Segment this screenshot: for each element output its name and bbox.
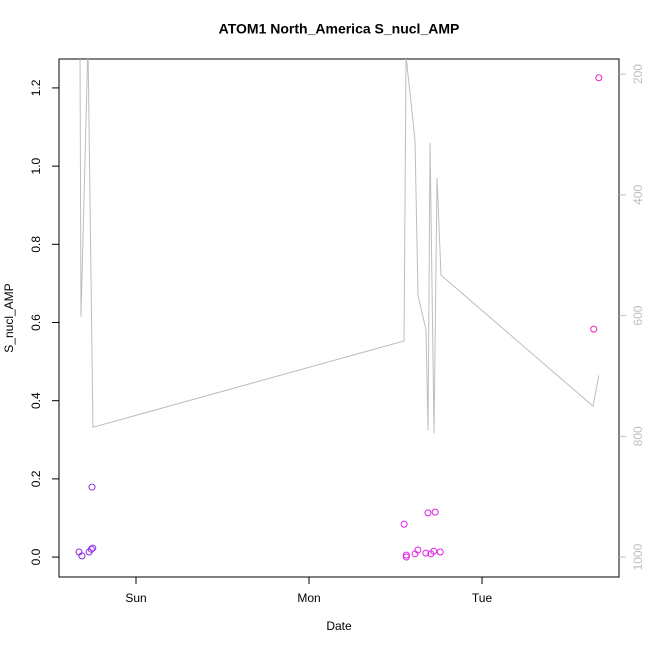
point (422, 549, 430, 557)
y-tick-label: 1.0 (29, 157, 43, 174)
point (436, 548, 444, 556)
x-axis-label: Date (326, 619, 352, 633)
y-tick-label: 0.2 (29, 470, 43, 487)
y-tick-label: 0.6 (29, 314, 43, 331)
point (414, 546, 422, 554)
point (590, 325, 598, 333)
point (402, 551, 410, 559)
point (430, 547, 438, 555)
y2-tick-label: 400 (631, 185, 645, 205)
x-tick-label: Tue (472, 591, 493, 605)
y2-tick-label: 200 (631, 64, 645, 84)
point (89, 544, 97, 552)
plot-area (75, 59, 603, 561)
y-tick-label: 0.8 (29, 236, 43, 253)
x-tick-label: Sun (125, 591, 146, 605)
chart-title: ATOM1 North_America S_nucl_AMP (219, 21, 460, 37)
plot-box (58, 58, 620, 578)
pressure-line (79, 59, 600, 434)
point (431, 508, 439, 516)
point (88, 483, 96, 491)
y-tick-label: 0.4 (29, 392, 43, 409)
y2-tick-label: 600 (631, 305, 645, 325)
point (400, 520, 408, 528)
y-axis-label: S_nucl_AMP (2, 283, 16, 352)
point (595, 74, 603, 82)
x-tick-label: Mon (297, 591, 320, 605)
point (402, 553, 410, 561)
y-tick-label: 1.2 (29, 79, 43, 96)
point (424, 509, 432, 517)
y-tick-label: 0.0 (29, 548, 43, 565)
y2-tick-label: 800 (631, 426, 645, 446)
point (78, 552, 86, 560)
point (87, 545, 95, 553)
y2-tick-label: 1000 (631, 543, 645, 570)
